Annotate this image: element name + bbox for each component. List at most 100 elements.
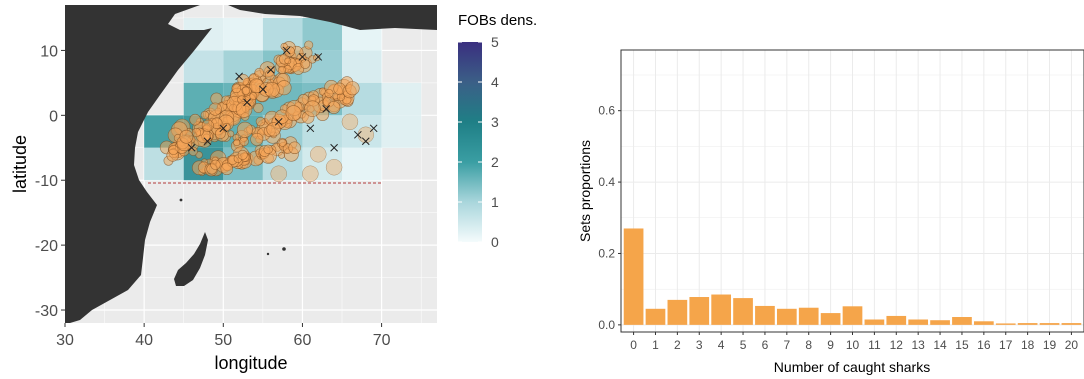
bar-y-axis-title: Sets proportions xyxy=(577,140,593,242)
shark-set-point xyxy=(189,113,201,126)
bar-x-ticks: 0 1 2 3 4 5 6 7 8 9 10 11 12 13 14 15 16 17 18 19 20 xyxy=(630,332,1078,352)
bar xyxy=(995,323,1016,325)
legend-tick-label: 1 xyxy=(491,194,499,210)
shark-set-point xyxy=(233,138,241,147)
shark-set-point xyxy=(231,83,242,94)
bar-x-tick-label: 7 xyxy=(783,338,790,352)
bar xyxy=(798,307,819,325)
no-shark-marker xyxy=(330,143,338,152)
map-y-tick-label: 10 xyxy=(40,43,58,60)
no-shark-marker xyxy=(322,104,331,113)
shark-set-point xyxy=(179,129,194,144)
shark-set-point xyxy=(191,127,202,138)
no-shark-marker xyxy=(243,98,251,107)
shark-set-point xyxy=(264,81,280,98)
shark-set-point xyxy=(266,122,281,137)
legend-tick-label: 5 xyxy=(491,34,499,50)
bar-y-tick-label: 0.6 xyxy=(598,104,615,118)
islands xyxy=(282,247,286,251)
no-shark-marker xyxy=(306,124,315,133)
map-x-axis-title: longitude xyxy=(214,353,287,373)
bars xyxy=(623,228,1082,325)
shark-set-point xyxy=(284,57,292,65)
shark-set-point xyxy=(168,145,179,156)
map-x-tick-label: 70 xyxy=(373,332,391,349)
bar-x-tick-label: 0 xyxy=(630,338,637,352)
bar-x-axis-title: Number of caught sharks xyxy=(774,359,930,375)
no-shark-marker xyxy=(369,124,378,133)
shark-set-point xyxy=(250,132,264,146)
bar-x-tick-label: 9 xyxy=(827,338,834,352)
shark-set-point xyxy=(208,102,222,116)
shark-set-point xyxy=(253,102,264,114)
bar xyxy=(886,315,907,325)
map-x-tick-label: 60 xyxy=(294,332,312,349)
map-panel: 30 40 50 60 70 10 0 -10 -20 -30 longitude latitu… xyxy=(10,5,437,373)
map-x-ticks: 30 40 50 60 70 xyxy=(56,323,391,349)
shark-set-point xyxy=(284,46,295,57)
shark-set-point xyxy=(300,59,311,69)
shark-set-point xyxy=(278,151,286,159)
bar-y-tick-label: 0.0 xyxy=(598,318,615,332)
bar-x-tick-label: 16 xyxy=(977,338,991,352)
bar xyxy=(711,294,732,325)
shark-set-point xyxy=(200,110,210,120)
shark-set-point xyxy=(241,86,251,95)
bar-y-tick-label: 0.4 xyxy=(598,175,615,189)
bar xyxy=(930,320,950,325)
no-shark-marker xyxy=(219,124,228,133)
map-x-tick-label: 30 xyxy=(56,332,74,349)
legend-ticks: 5 4 3 2 1 0 xyxy=(458,34,499,250)
shark-set-point xyxy=(239,136,249,147)
bar xyxy=(733,298,753,325)
map-y-tick-label: -20 xyxy=(35,238,58,255)
bar xyxy=(755,305,775,325)
bar-x-tick-label: 3 xyxy=(696,338,703,352)
bar-y-ticks: 0.0 0.2 0.4 0.6 xyxy=(598,104,621,332)
bar xyxy=(667,299,688,325)
bar xyxy=(1017,323,1038,325)
density-cell xyxy=(223,17,263,51)
shark-set-point xyxy=(263,144,273,155)
shark-set-point xyxy=(310,146,327,163)
shark-set-point xyxy=(357,126,375,144)
map-y-tick-label: -30 xyxy=(35,303,58,320)
shark-set-point xyxy=(278,138,287,147)
density-legend: FOBs dens. 5 4 3 2 1 0 xyxy=(458,12,537,250)
shark-set-point xyxy=(201,119,214,132)
islands xyxy=(179,198,183,202)
madagascar-landmass xyxy=(174,232,208,286)
density-cell xyxy=(183,50,224,83)
shark-set-point xyxy=(285,105,302,122)
shark-set-point xyxy=(324,88,334,99)
shark-set-point xyxy=(270,165,287,182)
shark-set-point xyxy=(236,121,253,138)
bar-x-tick-label: 20 xyxy=(1065,338,1079,352)
bar-y-tick-label: 0.2 xyxy=(598,246,615,260)
no-shark-markers xyxy=(187,46,378,152)
land-masses xyxy=(65,5,437,323)
islands xyxy=(266,252,270,256)
shark-set-point xyxy=(220,162,234,176)
map-y-tick-label: -10 xyxy=(35,173,58,190)
bar xyxy=(864,319,885,325)
bar xyxy=(645,308,666,325)
bar-x-tick-label: 5 xyxy=(740,338,747,352)
bar-x-tick-label: 19 xyxy=(1043,338,1057,352)
no-shark-marker xyxy=(235,72,243,81)
legend-tick-label: 3 xyxy=(491,114,499,130)
no-shark-marker xyxy=(298,53,307,61)
bar-x-tick-label: 15 xyxy=(955,338,969,352)
bar-x-tick-label: 11 xyxy=(868,338,881,352)
no-shark-marker xyxy=(203,137,212,146)
shark-set-points xyxy=(159,40,375,182)
map-y-ticks: 10 0 -10 -20 -30 xyxy=(35,43,65,320)
shark-set-point xyxy=(313,54,321,62)
no-shark-marker xyxy=(266,66,275,74)
no-shark-marker xyxy=(259,85,267,94)
bar xyxy=(689,297,710,325)
map-y-axis-title: latitude xyxy=(10,135,30,193)
no-shark-marker xyxy=(314,53,323,61)
bar-x-tick-label: 6 xyxy=(762,338,769,352)
no-shark-marker xyxy=(187,143,196,152)
